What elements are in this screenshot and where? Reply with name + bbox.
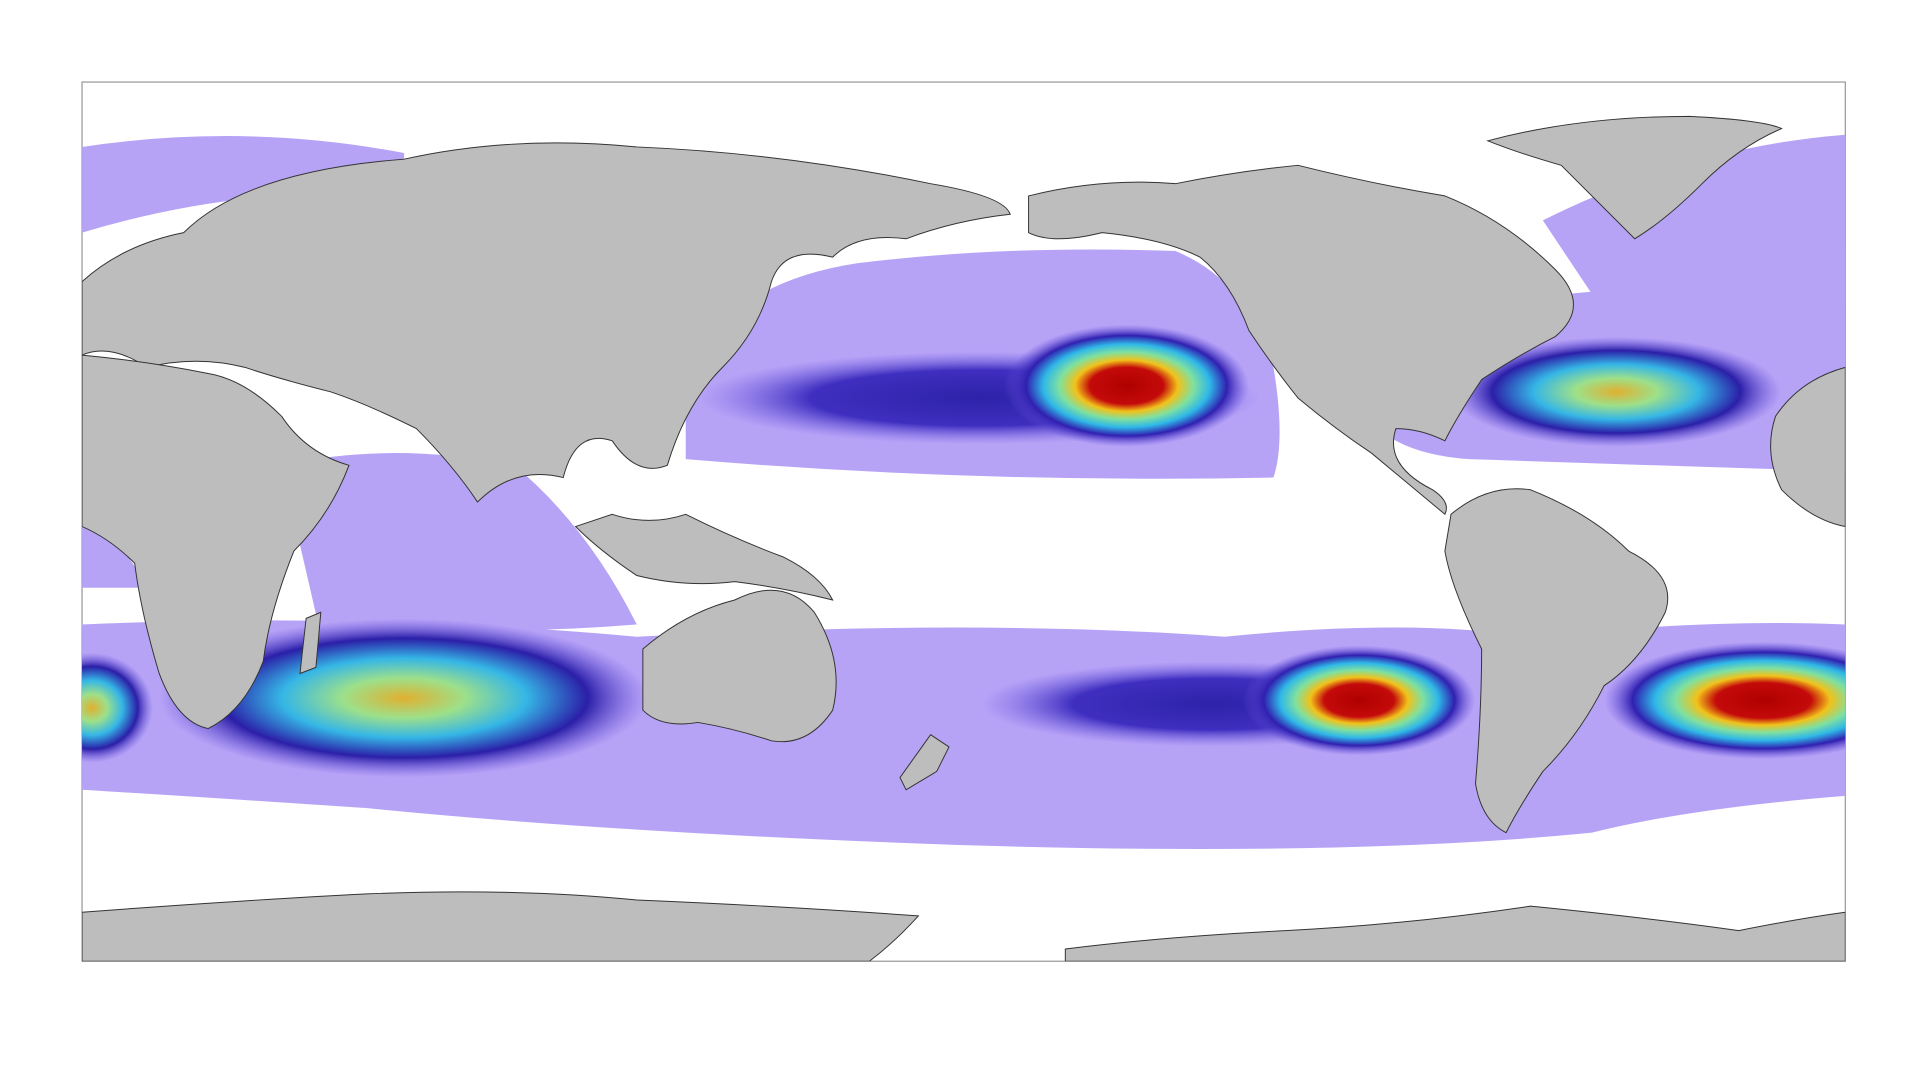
antarctica <box>82 891 920 962</box>
accumulation-zone <box>159 618 649 778</box>
north-america <box>1028 164 1574 516</box>
greenland <box>1486 115 1783 240</box>
density-band <box>281 453 637 631</box>
southeast-asia <box>574 513 834 601</box>
antarctica <box>1064 905 1846 962</box>
ocean-layer <box>82 115 1846 962</box>
south-america <box>1444 488 1669 834</box>
west-africa <box>1770 366 1846 528</box>
accumulation-zone <box>1004 324 1249 447</box>
density-band <box>1542 134 1846 307</box>
accumulation-zone <box>1242 645 1476 756</box>
africa <box>82 354 350 730</box>
accumulation-zone <box>1451 336 1782 447</box>
eurasia <box>82 142 1011 503</box>
madagascar <box>299 611 322 675</box>
density-band <box>82 136 405 233</box>
accumulation-zone <box>1604 641 1846 760</box>
australia <box>642 589 837 743</box>
accumulation-zone <box>82 652 154 763</box>
new-zealand <box>899 734 950 791</box>
